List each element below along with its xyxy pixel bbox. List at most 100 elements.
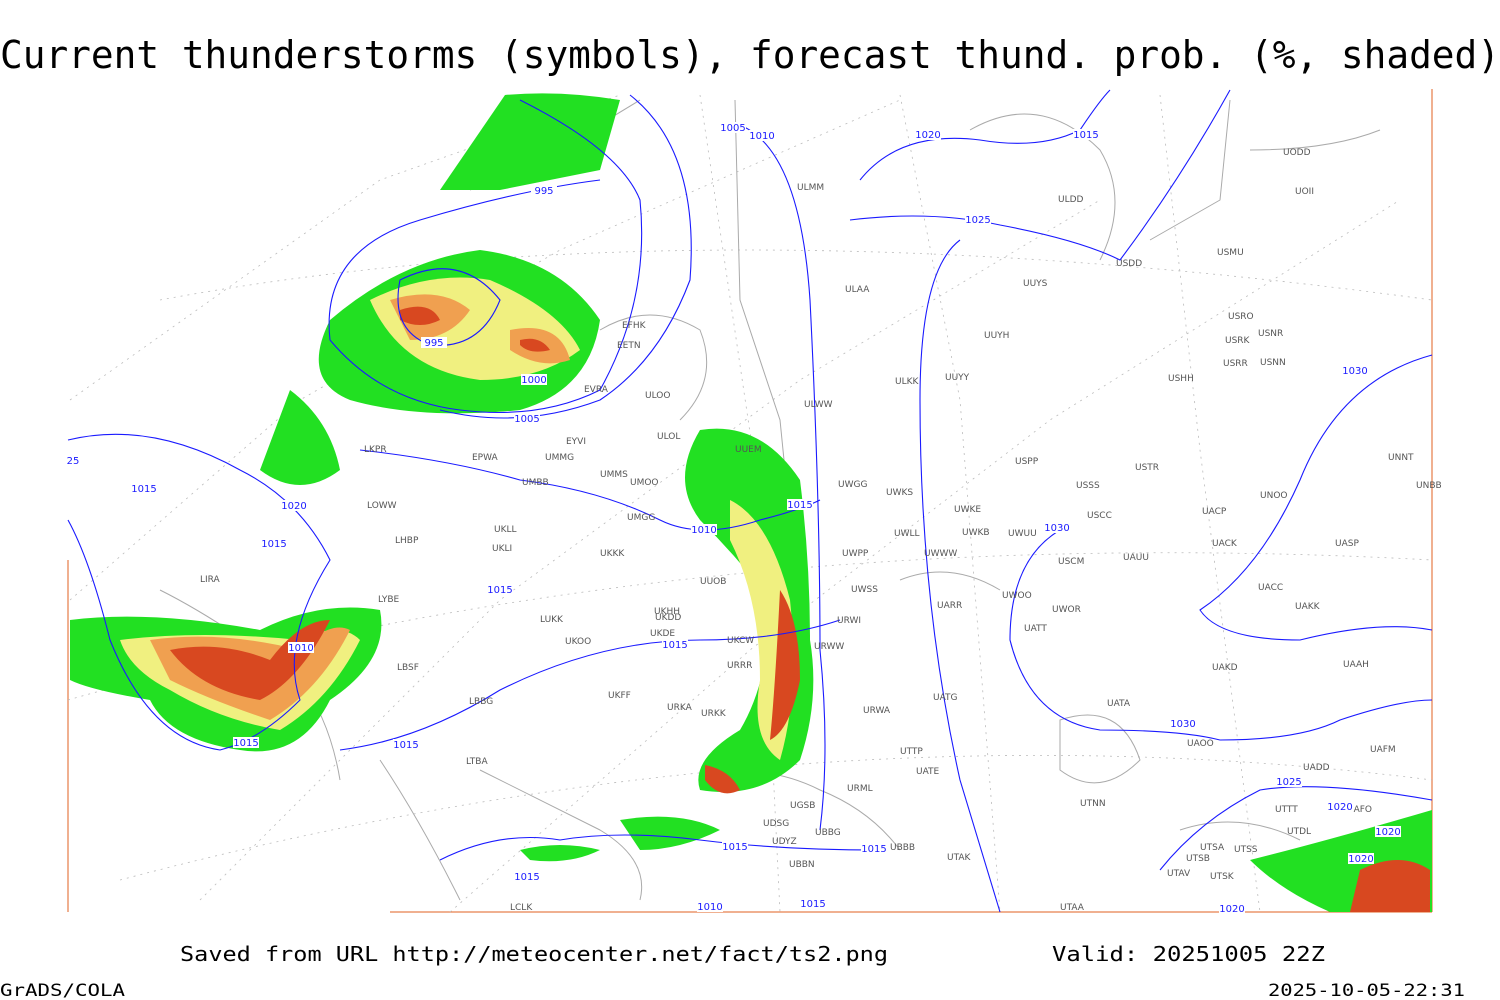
station-label: UKFF	[608, 691, 631, 701]
saved-url: Saved from URL http://meteocenter.net/fa…	[180, 942, 888, 966]
station-label: LYBE	[378, 595, 399, 605]
station-label: UAUU	[1123, 553, 1149, 563]
station-label: UBBG	[815, 828, 841, 838]
isobar-label-bg	[1342, 365, 1368, 376]
station-label: LBSF	[397, 663, 419, 673]
isobar-label-bg	[531, 185, 557, 196]
station-label: UNBB	[1416, 481, 1442, 491]
station-label: LBBG	[469, 697, 493, 707]
station-label: UUOB	[700, 577, 726, 587]
station-label: UWSS	[851, 585, 878, 595]
isobar-label: 1030	[1342, 366, 1367, 377]
station-label: LKPR	[364, 445, 387, 455]
isobar-label: 1020	[1219, 904, 1244, 915]
station-label: USNN	[1260, 358, 1286, 368]
station-label: UTDL	[1287, 827, 1311, 837]
isobar-label-bg	[487, 584, 513, 595]
isobar-label: 1005	[514, 414, 539, 425]
station-label: UWWW	[924, 549, 957, 559]
station-label: UTAV	[1167, 869, 1191, 879]
station-label: ULOO	[645, 391, 670, 401]
isobar-label: 1000	[521, 375, 546, 386]
station-label: UKLL	[494, 525, 517, 535]
station-label: USPP	[1015, 457, 1039, 467]
station-label: UDSG	[763, 819, 789, 829]
station-label: UAFO	[1347, 805, 1372, 815]
isobar-label-bg	[749, 130, 775, 141]
station-label: UTSA	[1200, 843, 1225, 853]
station-label: UWUU	[1008, 529, 1037, 539]
isobar-label: 1030	[1170, 719, 1195, 730]
station-label: UBBN	[789, 860, 815, 870]
isobar-label: 1015	[393, 740, 418, 751]
isobar-label-bg	[514, 413, 540, 424]
station-label: LOWW	[367, 501, 397, 511]
station-label: UKCW	[727, 636, 754, 646]
isobar-label: 1015	[861, 844, 886, 855]
station-label: UKOO	[565, 637, 591, 647]
isobar-label: 1015	[787, 500, 812, 511]
station-label: UAKK	[1295, 602, 1321, 612]
station-label: UWGG	[838, 480, 867, 490]
station-label: USRR	[1223, 359, 1248, 369]
station-label: USCC	[1087, 511, 1112, 521]
station-label: UTSB	[1186, 854, 1210, 864]
isobar-label-bg	[720, 122, 746, 133]
isobar-labels: 1005 1010 1015 1020 995 1025 995 1000 1005 1030 10…	[60, 122, 1401, 915]
station-label: UKDE	[650, 629, 675, 639]
station-label: USMU	[1217, 248, 1244, 258]
station-label: UUEM	[735, 445, 762, 455]
isobar-label: 995	[534, 186, 553, 197]
station-label: UTSS	[1234, 845, 1258, 855]
isobar-label-bg	[393, 739, 419, 750]
isobar-label: 1020	[281, 501, 306, 512]
station-label: UMGG	[627, 513, 655, 523]
station-label: URWW	[814, 642, 844, 652]
station-label: UATE	[916, 767, 940, 777]
timestamp: 2025-10-05-22:31	[1268, 981, 1465, 1000]
isobar-label: 1015	[514, 872, 539, 883]
isobar-label: 1010	[697, 902, 722, 913]
station-label: UDYZ	[772, 837, 797, 847]
isobar-label-bg	[861, 843, 887, 854]
isobar-label-bg	[1219, 903, 1245, 914]
station-label: UTSK	[1210, 872, 1235, 882]
station-label: UUYH	[984, 331, 1009, 341]
isobar-label-bg	[1276, 776, 1302, 787]
station-label: UKDD	[655, 613, 681, 623]
station-label: UUYY	[945, 373, 970, 383]
station-label: USRO	[1228, 312, 1254, 322]
isobars	[67, 89, 1433, 913]
station-label: UWKB	[962, 528, 990, 538]
isobar-label: 1015	[233, 738, 258, 749]
station-label: UWKE	[954, 505, 981, 515]
isobar-label-bg	[421, 337, 447, 348]
station-label: URWA	[863, 706, 891, 716]
station-label: UACC	[1258, 583, 1283, 593]
station-label: EYVI	[566, 437, 586, 447]
station-label: USCM	[1058, 557, 1084, 567]
station-label: URML	[847, 784, 873, 794]
station-label: EVRA	[584, 385, 609, 395]
isobar-label-bg	[1073, 129, 1099, 140]
station-label: UAFM	[1370, 745, 1396, 755]
station-label: USTR	[1135, 463, 1159, 473]
isobar-label-bg	[915, 129, 941, 140]
station-label: LUKK	[540, 615, 564, 625]
station-label: UACK	[1212, 539, 1238, 549]
isobar-label-bg	[131, 483, 157, 494]
station-label: UUYS	[1023, 279, 1048, 289]
station-label: UBBB	[890, 843, 915, 853]
isobar-label-bg	[1348, 853, 1374, 864]
station-label: UADD	[1303, 763, 1330, 773]
station-label: UODD	[1283, 148, 1311, 158]
station-label: EETN	[617, 341, 641, 351]
station-label: ULKK	[895, 377, 920, 387]
isobar-label-bg	[1044, 522, 1070, 533]
software: GrADS/COLA	[0, 981, 125, 1000]
station-label: ULWW	[804, 400, 833, 410]
station-label: LCLK	[510, 903, 533, 913]
station-label: UWKS	[886, 488, 913, 498]
station-label: UARR	[937, 601, 962, 611]
station-label: URWI	[837, 616, 861, 626]
